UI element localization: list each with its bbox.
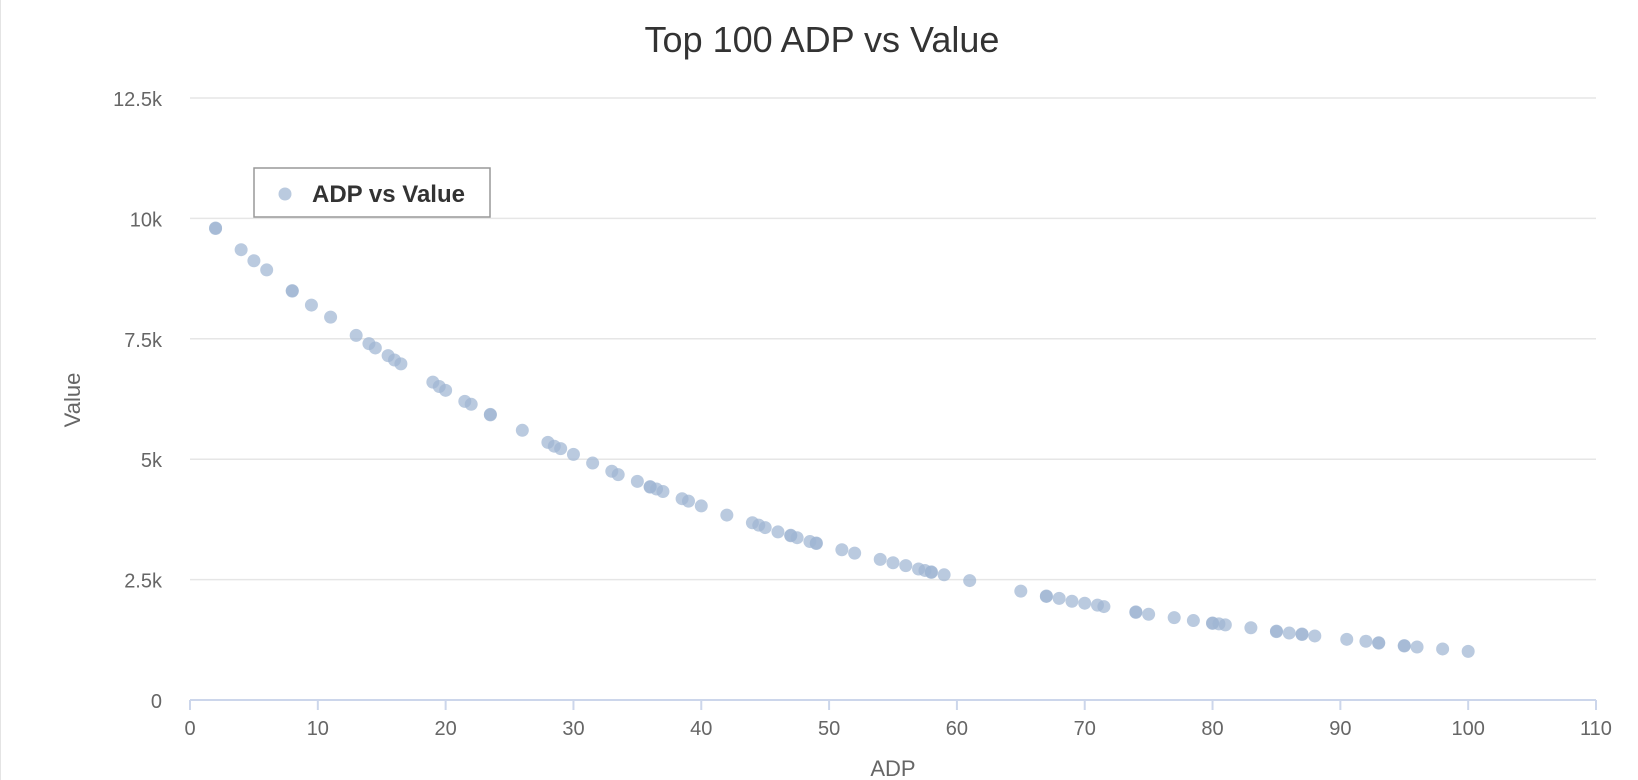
x-tick-label: 50 xyxy=(818,718,840,740)
scatter-point[interactable] xyxy=(1244,621,1258,635)
legend-label[interactable]: ADP vs Value xyxy=(312,181,465,208)
x-tick-label: 0 xyxy=(184,718,195,740)
scatter-point[interactable] xyxy=(886,556,900,570)
scatter-point[interactable] xyxy=(1340,632,1354,646)
x-axis-ticks: 0 10 20 30 40 50 60 70 80 90 100 110 xyxy=(184,700,1612,740)
scatter-point[interactable] xyxy=(809,536,823,550)
scatter-point[interactable] xyxy=(899,559,913,573)
y-tick-label: 0 xyxy=(151,691,162,713)
x-tick-label: 30 xyxy=(562,718,584,740)
x-tick-label: 80 xyxy=(1201,718,1223,740)
scatter-point[interactable] xyxy=(260,263,274,277)
scatter-point[interactable] xyxy=(483,408,497,422)
scatter-point[interactable] xyxy=(304,298,318,312)
scatter-point[interactable] xyxy=(1078,596,1092,610)
scatter-point[interactable] xyxy=(554,442,568,456)
scatter-point[interactable] xyxy=(937,568,951,582)
scatter-point[interactable] xyxy=(247,254,261,268)
scatter-point[interactable] xyxy=(439,383,453,397)
scatter-point[interactable] xyxy=(1308,629,1322,643)
scatter-point[interactable] xyxy=(694,499,708,513)
scatter-point[interactable] xyxy=(1052,591,1066,605)
scatter-point[interactable] xyxy=(1410,640,1424,654)
x-axis-title: ADP xyxy=(870,756,915,780)
scatter-point[interactable] xyxy=(720,508,734,522)
scatter-point[interactable] xyxy=(835,543,849,557)
scatter-point[interactable] xyxy=(1039,589,1053,603)
scatter-point[interactable] xyxy=(285,284,299,298)
scatter-point[interactable] xyxy=(1065,594,1079,608)
scatter-point[interactable] xyxy=(349,328,363,342)
scatter-point[interactable] xyxy=(394,357,408,371)
x-tick-label: 90 xyxy=(1329,718,1351,740)
scatter-point[interactable] xyxy=(1142,607,1156,621)
scatter-point[interactable] xyxy=(656,484,670,498)
y-axis-tick-labels: 0 2.5k 5k 7.5k 10k 12.5k xyxy=(113,89,163,713)
y-tick-label: 7.5k xyxy=(124,330,163,352)
left-border xyxy=(0,0,1,780)
scatter-point[interactable] xyxy=(1436,642,1450,656)
scatter-point[interactable] xyxy=(848,546,862,560)
legend-box xyxy=(253,167,491,218)
scatter-point[interactable] xyxy=(586,456,600,470)
legend-marker-icon xyxy=(278,187,292,201)
scatter-point[interactable] xyxy=(611,468,625,482)
x-tick-label: 20 xyxy=(435,718,457,740)
scatter-point[interactable] xyxy=(758,521,772,535)
scatter-point[interactable] xyxy=(924,565,938,579)
scatter-point[interactable] xyxy=(368,341,382,355)
scatter-point[interactable] xyxy=(1372,636,1386,650)
scatter-point[interactable] xyxy=(1186,614,1200,628)
x-tick-label: 10 xyxy=(307,718,329,740)
scatter-point[interactable] xyxy=(209,222,223,236)
y-tick-label: 5k xyxy=(141,450,163,472)
scatter-point[interactable] xyxy=(963,574,977,588)
scatter-point[interactable] xyxy=(1282,626,1296,640)
scatter-point[interactable] xyxy=(771,525,785,539)
scatter-point[interactable] xyxy=(1359,634,1373,648)
x-tick-label: 60 xyxy=(946,718,968,740)
scatter-point[interactable] xyxy=(1295,628,1309,642)
scatter-point[interactable] xyxy=(566,447,580,461)
scatter-point[interactable] xyxy=(515,423,529,437)
scatter-point[interactable] xyxy=(790,531,804,545)
scatter-point[interactable] xyxy=(1129,605,1143,619)
x-tick-label: 70 xyxy=(1074,718,1096,740)
y-tick-label: 2.5k xyxy=(124,571,163,593)
scatter-point[interactable] xyxy=(464,397,478,411)
scatter-point[interactable] xyxy=(324,310,338,324)
scatter-point[interactable] xyxy=(234,243,248,257)
legend[interactable]: ADP vs Value xyxy=(253,167,491,218)
scatter-point[interactable] xyxy=(1397,639,1411,653)
grid-lines xyxy=(190,97,1596,581)
y-tick-label: 10k xyxy=(130,209,163,231)
y-axis-title: Value xyxy=(60,373,85,428)
scatter-point[interactable] xyxy=(1269,625,1283,639)
scatter-points xyxy=(209,221,1475,658)
scatter-point[interactable] xyxy=(1461,644,1475,658)
scatter-point[interactable] xyxy=(681,494,695,508)
scatter-point[interactable] xyxy=(1097,600,1111,614)
x-tick-label: 40 xyxy=(690,718,712,740)
chart-title: Top 100 ADP vs Value xyxy=(645,19,1000,60)
x-tick-label: 110 xyxy=(1580,718,1612,740)
scatter-point[interactable] xyxy=(1014,584,1028,598)
scatter-point[interactable] xyxy=(873,552,887,566)
y-tick-label: 12.5k xyxy=(113,89,163,111)
scatter-point[interactable] xyxy=(630,474,644,488)
x-tick-label: 100 xyxy=(1451,718,1484,740)
scatter-point[interactable] xyxy=(1167,611,1181,625)
scatter-point[interactable] xyxy=(1218,618,1232,632)
